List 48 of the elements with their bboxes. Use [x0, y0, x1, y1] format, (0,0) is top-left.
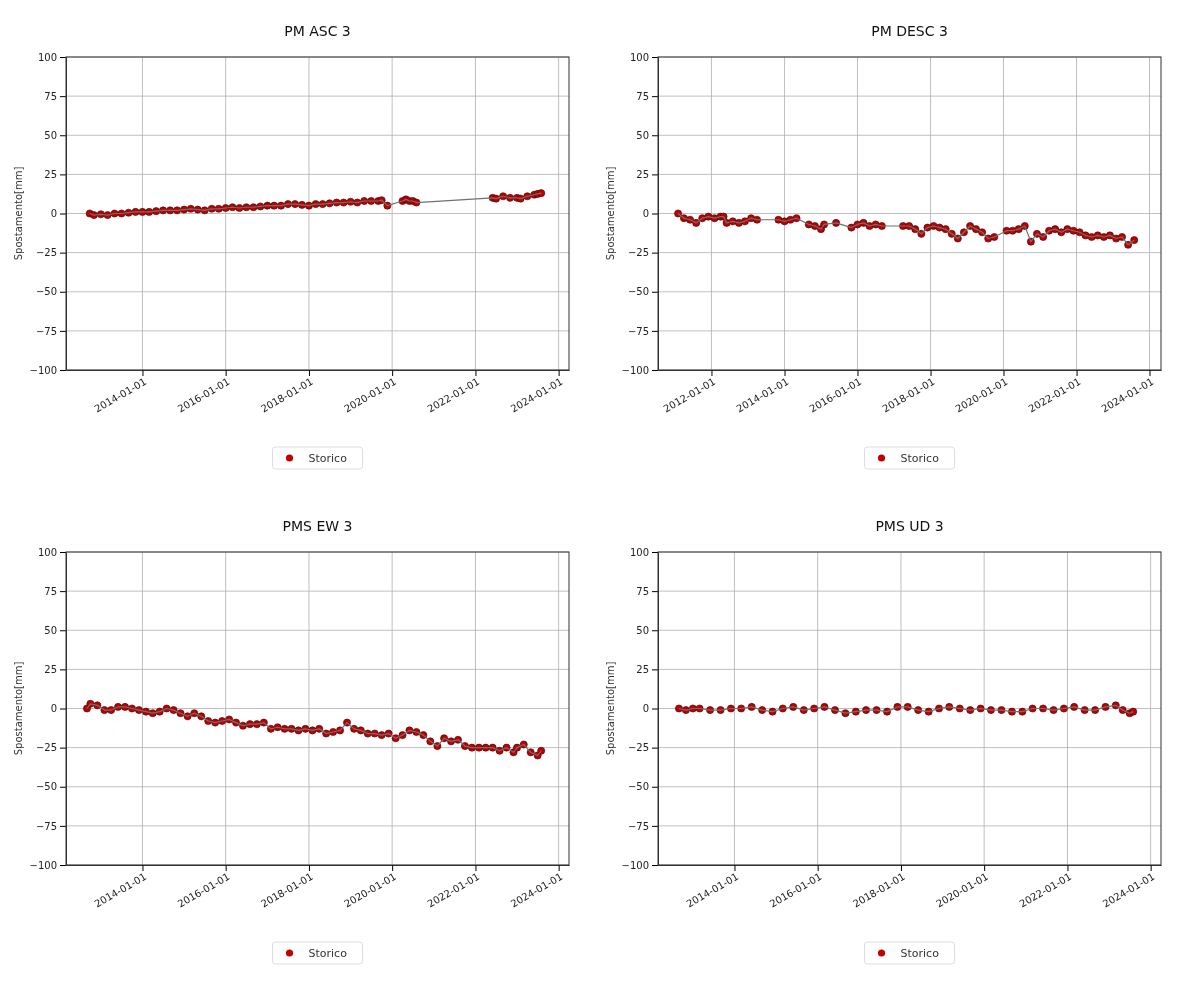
y-tick-label: −75: [35, 820, 57, 832]
legend-label: Storico: [900, 452, 940, 465]
chart-title: PMS EW 3: [282, 518, 353, 534]
y-tick-label: −75: [627, 325, 649, 337]
y-axis-title: Spostamento[mm]: [605, 166, 616, 261]
y-tick-label: 0: [50, 703, 57, 715]
y-tick-label: −75: [627, 820, 649, 832]
y-tick-label: 50: [636, 129, 649, 141]
y-tick-label: 25: [44, 169, 57, 181]
y-tick-label: 25: [44, 664, 57, 676]
y-tick-label: −25: [35, 742, 57, 754]
y-tick-label: 75: [44, 585, 57, 597]
y-tick-label: 0: [50, 208, 57, 220]
y-axis-title: Spostamento[mm]: [605, 661, 616, 756]
y-tick-label: 100: [37, 546, 57, 558]
y-tick-label: 75: [636, 90, 649, 102]
y-axis-title: Spostamento[mm]: [13, 661, 24, 756]
y-tick-label: 50: [636, 624, 649, 636]
y-tick-label: 100: [629, 546, 649, 558]
y-tick-label: −25: [627, 247, 649, 259]
legend-label: Storico: [308, 947, 348, 960]
y-tick-label: 0: [642, 208, 649, 220]
y-tick-label: 75: [44, 90, 57, 102]
y-tick-label: 75: [636, 585, 649, 597]
y-tick-label: −50: [35, 781, 57, 793]
y-tick-label: 0: [642, 703, 649, 715]
legend-label: Storico: [900, 947, 940, 960]
y-tick-label: −100: [29, 859, 57, 871]
y-tick-label: −100: [621, 859, 649, 871]
y-tick-label: −100: [29, 364, 57, 376]
y-tick-label: 50: [44, 129, 57, 141]
y-tick-label: 50: [44, 624, 57, 636]
legend-label: Storico: [308, 452, 348, 465]
chart-title: PMS UD 3: [875, 518, 944, 534]
y-tick-label: −75: [35, 325, 57, 337]
y-tick-label: −50: [35, 286, 57, 298]
y-tick-label: 100: [37, 51, 57, 63]
y-tick-label: −50: [627, 286, 649, 298]
chart-title: PM DESC 3: [871, 23, 948, 39]
y-axis-title: Spostamento[mm]: [13, 166, 24, 261]
y-tick-label: 25: [636, 664, 649, 676]
y-tick-label: −25: [35, 247, 57, 259]
y-tick-label: −25: [627, 742, 649, 754]
y-tick-label: −100: [621, 364, 649, 376]
chart-title: PM ASC 3: [284, 23, 351, 39]
y-tick-label: 100: [629, 51, 649, 63]
y-tick-label: 25: [636, 169, 649, 181]
y-tick-label: −50: [627, 781, 649, 793]
